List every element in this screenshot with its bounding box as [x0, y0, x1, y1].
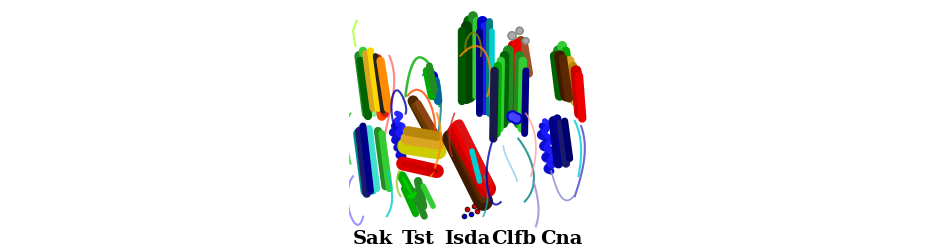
Circle shape [523, 38, 529, 44]
Text: Cna: Cna [540, 230, 582, 248]
Text: Tst: Tst [401, 230, 435, 248]
Circle shape [516, 27, 523, 34]
Text: Clfb: Clfb [491, 230, 536, 248]
Text: Isda: Isda [444, 230, 491, 248]
Text: Sak: Sak [353, 230, 393, 248]
Circle shape [508, 32, 516, 40]
